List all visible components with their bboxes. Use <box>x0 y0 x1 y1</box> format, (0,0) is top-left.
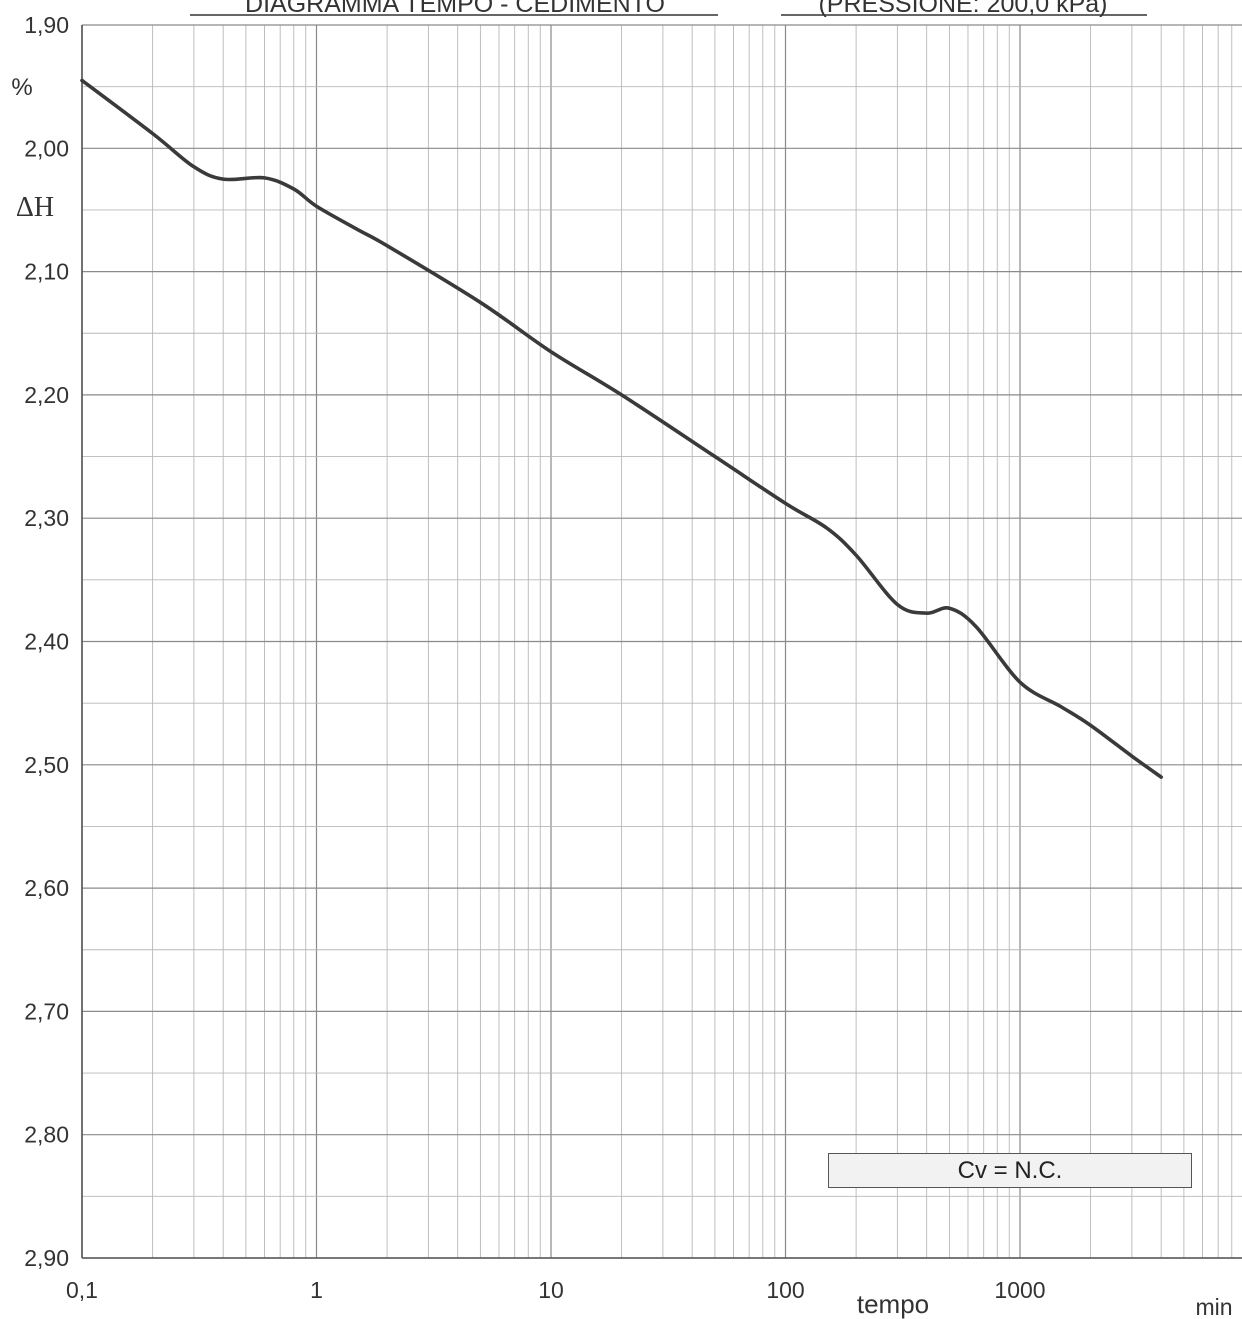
x-tick-label: 1000 <box>994 1277 1045 1303</box>
series-layer <box>80 78 1163 779</box>
x-tick-label: 1 <box>310 1277 323 1303</box>
y-tick-labels: 1,90 2,00 2,10 2,20 2,30 2,40 2,50 2,60 2,70 2,80… <box>24 12 69 1271</box>
x-tick-label: 10 <box>538 1277 564 1303</box>
chart-subtitle: (PRESSIONE: 200,0 kPa) <box>818 0 1107 18</box>
y-tick-label: 2,20 <box>24 382 69 408</box>
y-tick-label: 2,70 <box>24 998 69 1024</box>
x-unit-label: min <box>1195 1294 1232 1319</box>
y-unit-label: % <box>11 74 32 101</box>
y-tick-label: 2,30 <box>24 505 69 531</box>
y-tick-label: 2,40 <box>24 629 69 655</box>
cv-annotation-text: Cv = N.C. <box>957 1156 1063 1184</box>
x-tick-labels: 0,1 1 10 100 1000 <box>66 1277 1046 1303</box>
y-tick-label: 1,90 <box>24 12 69 38</box>
chart-title: DIAGRAMMA TEMPO - CEDIMENTO <box>245 0 665 18</box>
y-tick-label: 2,90 <box>24 1245 69 1271</box>
y-tick-label: 2,50 <box>24 752 69 778</box>
y-tick-label: 2,00 <box>24 135 69 161</box>
cv-annotation-box: Cv = N.C. <box>828 1153 1192 1188</box>
y-tick-label: 2,60 <box>24 875 69 901</box>
x-axis-label: tempo <box>857 1289 929 1319</box>
y-axis-label: ΔH <box>16 192 54 223</box>
y-tick-label: 2,10 <box>24 259 69 285</box>
x-tick-label: 0,1 <box>66 1277 98 1303</box>
grid-layer <box>81 24 1242 1259</box>
x-tick-label: 100 <box>766 1277 804 1303</box>
y-tick-label: 2,80 <box>24 1122 69 1148</box>
settlement-curve <box>80 78 1163 779</box>
